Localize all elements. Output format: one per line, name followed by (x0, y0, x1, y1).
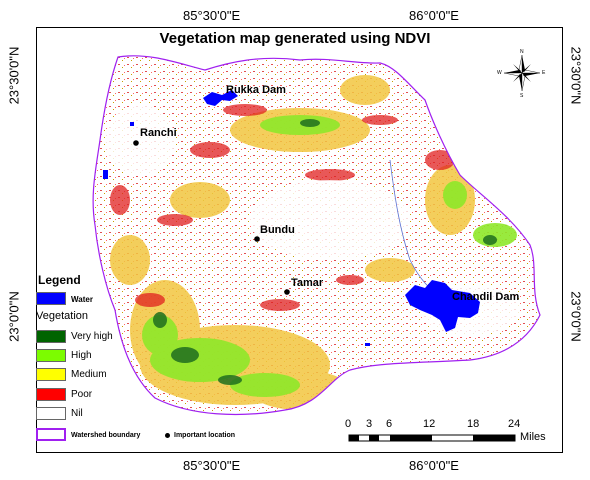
legend-point-icon (165, 433, 170, 438)
legend-water-label: Water (71, 295, 93, 304)
scale-tick-24: 24 (508, 418, 521, 430)
coord-bottom-right: 86°0'0"E (409, 458, 459, 473)
scale-tick-0: 0 (345, 418, 352, 430)
north-arrow (503, 54, 541, 92)
coord-bottom-left: 85°30'0"E (183, 458, 241, 473)
water-bodies (103, 90, 480, 346)
place-rukka-dam: Rukka Dam (226, 84, 286, 96)
legend-high-swatch (36, 349, 66, 362)
scale-tick-6: 6 (386, 418, 393, 430)
legend-very-high-swatch (36, 330, 66, 343)
legend-medium-swatch (36, 368, 66, 381)
coord-left-bottom: 23°0'0"N (6, 291, 22, 342)
north-label: N (520, 49, 524, 55)
small-water-3 (365, 343, 370, 346)
legend-high-label: High (71, 350, 92, 361)
place-tamar: Tamar (291, 277, 324, 289)
south-label: S (520, 93, 524, 99)
vegetation-raster (93, 55, 540, 415)
small-water-2 (130, 122, 134, 126)
legend-nil-swatch (36, 407, 66, 420)
legend-water-swatch (36, 292, 66, 305)
map-title: Vegetation map generated using NDVI (159, 30, 431, 47)
legend-vegetation-heading: Vegetation (36, 310, 88, 322)
legend-nil-label: Nil (71, 408, 83, 419)
ranchi-point (133, 140, 139, 146)
legend-point-label: Important location (174, 432, 236, 439)
coord-left-top: 23°30'0"N (6, 46, 22, 105)
coord-right-bottom: 23°0'0"N (568, 291, 584, 342)
scale-tick-12: 12 (423, 418, 436, 430)
legend-boundary-label: Watershed boundary (71, 432, 141, 439)
location-points (133, 140, 290, 295)
rukka-dam-water (203, 90, 238, 106)
place-chandil-dam: Chandil Dam (452, 291, 520, 303)
scale-unit: Miles (520, 431, 546, 443)
tamar-point (284, 289, 290, 295)
coord-top-left: 85°30'0"E (183, 8, 241, 23)
east-label: E (542, 70, 546, 76)
map-frame (36, 27, 563, 453)
legend-boundary-swatch (36, 428, 66, 441)
coord-right-top: 23°30'0"N (568, 46, 584, 105)
small-water-1 (103, 170, 108, 179)
coord-top-right: 86°0'0"E (409, 8, 459, 23)
place-bundu: Bundu (260, 224, 295, 236)
scale-tick-3: 3 (366, 418, 373, 430)
legend-title: Legend (38, 273, 81, 287)
place-ranchi: Ranchi (140, 127, 177, 139)
scale-bar (348, 434, 516, 442)
scale-tick-18: 18 (467, 418, 480, 430)
legend-poor-label: Poor (71, 389, 93, 400)
chandil-dam-water (405, 280, 480, 332)
legend-poor-swatch (36, 388, 66, 401)
watershed-boundary (92, 55, 541, 416)
bundu-point (254, 236, 260, 242)
legend-medium-label: Medium (71, 369, 107, 380)
legend-very-high-label: Very high (71, 331, 113, 342)
west-label: W (497, 70, 502, 76)
